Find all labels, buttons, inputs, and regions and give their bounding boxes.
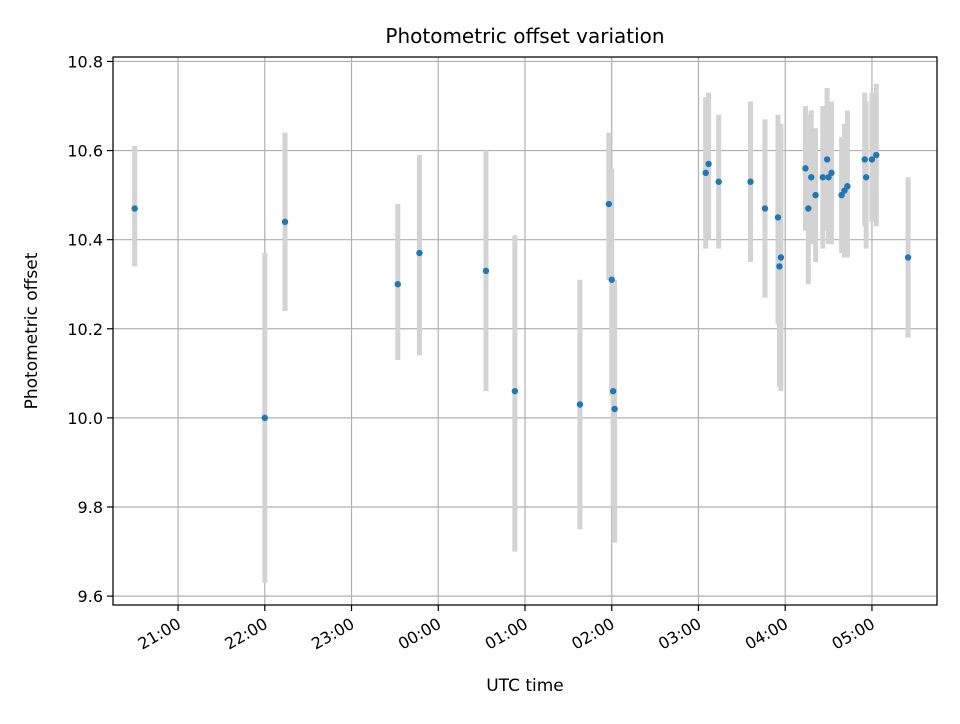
y-tick-label: 9.6: [78, 587, 103, 606]
x-tick-label: 23:00: [308, 614, 357, 654]
data-points: [131, 151, 912, 422]
data-point: [904, 254, 912, 261]
data-point: [131, 205, 138, 212]
data-point: [823, 156, 831, 163]
data-point: [776, 263, 783, 270]
y-axis-ticks: 9.6 9.8 10.0 10.2 10.4 10.6 10.8: [67, 52, 113, 606]
data-point: [802, 165, 809, 172]
data-point: [281, 218, 289, 226]
data-point: [394, 281, 401, 288]
y-tick-label: 10.8: [67, 52, 103, 71]
data-point: [812, 191, 819, 199]
data-point: [774, 214, 782, 221]
error-bars: [132, 83, 911, 583]
data-point: [805, 205, 812, 212]
chart-title: Photometric offset variation: [385, 24, 664, 48]
data-point: [862, 174, 870, 181]
data-point: [828, 169, 835, 177]
data-point: [761, 205, 769, 212]
data-point: [605, 200, 613, 208]
data-point: [416, 249, 423, 257]
data-point: [861, 156, 868, 163]
data-point: [868, 156, 876, 163]
data-point: [705, 160, 712, 168]
x-tick-label: 02:00: [568, 614, 617, 654]
data-point: [819, 174, 826, 181]
data-point: [747, 178, 754, 185]
y-tick-label: 10.0: [67, 409, 103, 428]
y-tick-label: 9.8: [78, 498, 103, 517]
y-tick-label: 10.6: [67, 142, 103, 161]
data-point: [715, 178, 722, 185]
x-tick-label: 00:00: [395, 614, 444, 654]
data-point: [511, 387, 519, 395]
y-axis-label: Photometric offset: [22, 252, 42, 409]
data-point: [702, 169, 709, 177]
y-tick-label: 10.4: [67, 231, 103, 250]
data-point: [609, 387, 617, 395]
x-axis-ticks: 21:00 22:00 23:00 00:00 01:00 02:00 03:00 04:00…: [135, 605, 878, 654]
data-point: [608, 276, 615, 283]
y-tick-label: 10.2: [67, 320, 103, 339]
data-point: [808, 174, 815, 181]
data-point: [844, 183, 851, 190]
data-point: [777, 254, 785, 261]
x-axis-label: UTC time: [486, 676, 564, 696]
data-point: [611, 405, 618, 413]
x-tick-label: 03:00: [655, 614, 704, 654]
data-point: [873, 151, 880, 159]
x-tick-label: 21:00: [135, 614, 184, 654]
data-point: [261, 414, 268, 422]
x-tick-label: 05:00: [829, 614, 878, 654]
data-point: [576, 401, 584, 408]
data-point: [482, 267, 490, 275]
x-tick-label: 01:00: [482, 614, 531, 654]
x-tick-label: 22:00: [221, 614, 270, 654]
x-tick-label: 04:00: [742, 614, 791, 654]
